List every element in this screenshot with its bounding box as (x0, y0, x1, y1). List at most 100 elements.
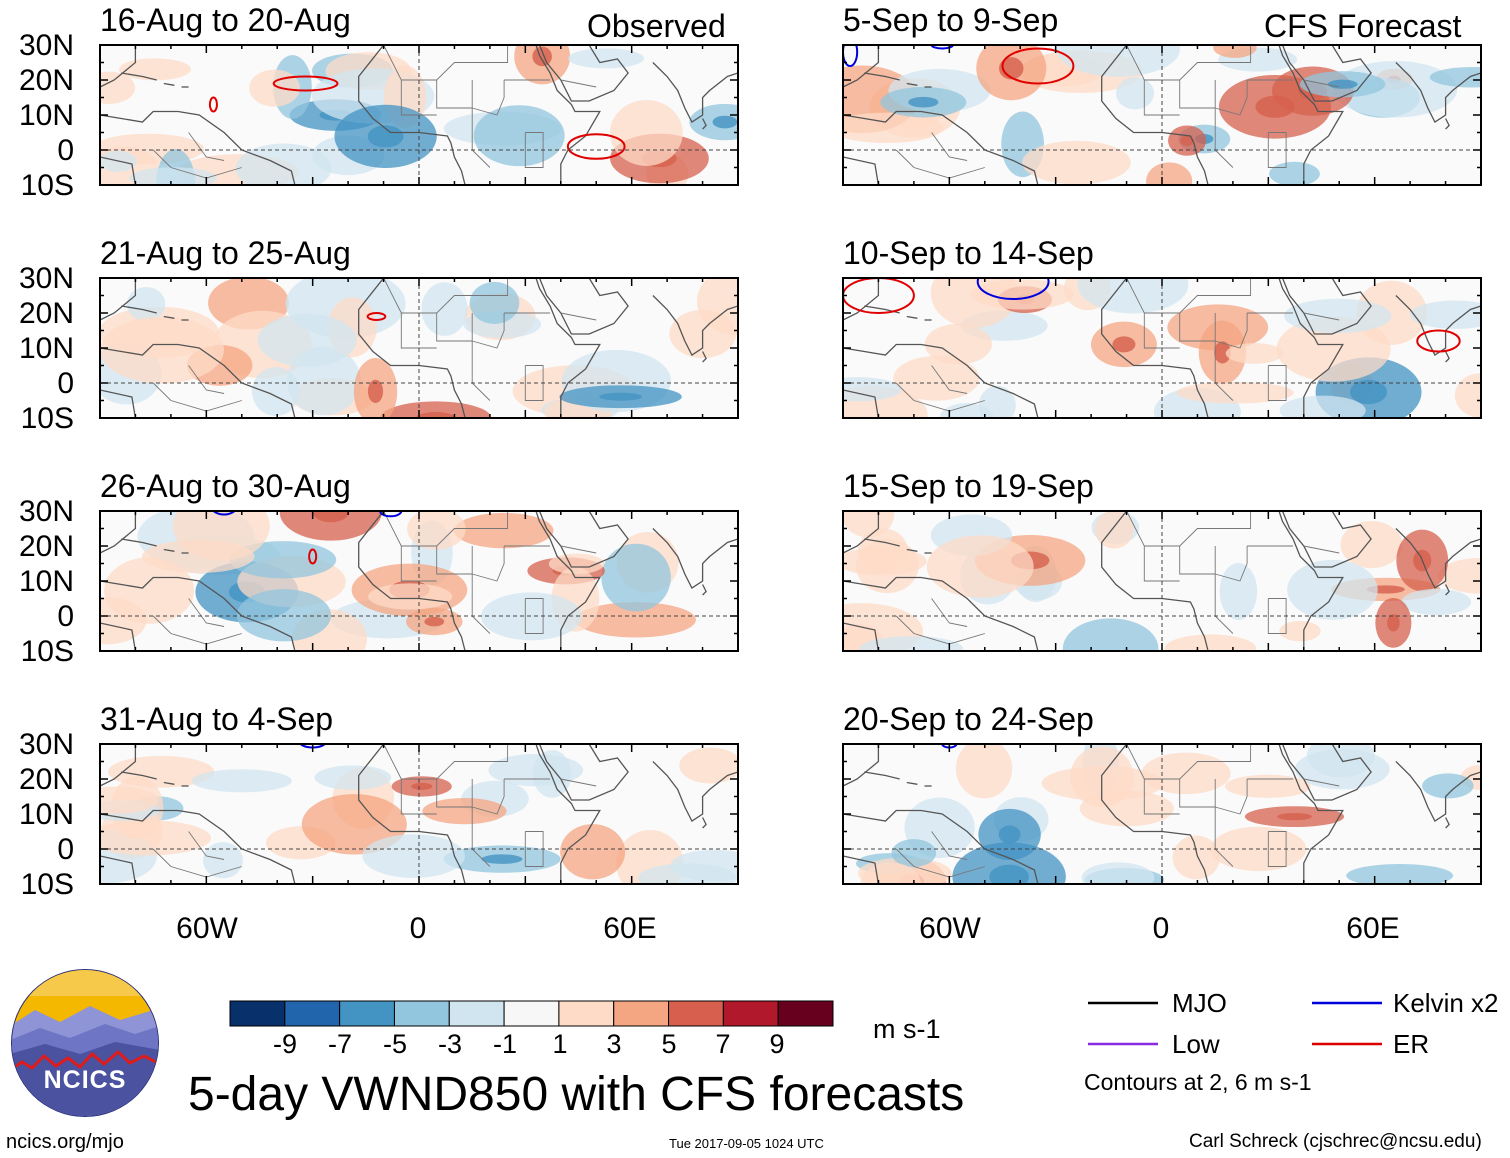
coastline (538, 744, 629, 801)
coastline (358, 278, 466, 418)
country-border (1179, 313, 1216, 342)
coastline (1321, 417, 1324, 418)
observed-panel-2-title: 21-Aug to 25-Aug (100, 235, 351, 271)
coastline (100, 511, 137, 554)
anomaly-blob (893, 356, 980, 401)
colorbar-swatch (722, 1000, 779, 1027)
anomaly-blob (257, 313, 357, 367)
coastline (535, 45, 601, 185)
coastline (1281, 45, 1372, 102)
country-border (524, 132, 544, 168)
map-panel (99, 44, 739, 186)
kelvin-contour (379, 511, 403, 518)
coastline (843, 576, 1039, 651)
colorbar-swatch (613, 1000, 670, 1027)
country-border (188, 132, 225, 161)
er-contour (208, 96, 218, 113)
main-title: 5-day VWND850 with CFS forecasts (188, 1068, 965, 1121)
lat-label-10s: 10S (20, 868, 74, 901)
anomaly-blob (480, 592, 582, 641)
anomaly-blob (924, 323, 992, 365)
coastline (843, 511, 880, 554)
colorbar-label: 1 (552, 1029, 568, 1059)
country-border (400, 779, 437, 815)
anomaly-blob (843, 112, 944, 144)
map-panel (99, 277, 739, 419)
anomaly-blob (1346, 864, 1454, 884)
country-border (1267, 831, 1287, 867)
legend (1088, 1001, 1382, 1046)
er-contour (1001, 47, 1075, 85)
coastline (1101, 278, 1209, 418)
colorbar-swatch (448, 1000, 505, 1027)
anomaly-blob (422, 797, 507, 825)
anomaly-field (843, 744, 1481, 884)
coastline (535, 744, 601, 884)
coastline (652, 62, 738, 123)
anomaly-blob (568, 48, 645, 69)
anomaly-blob (532, 750, 572, 798)
country-border (472, 546, 505, 582)
colorbar-swatch (339, 1000, 395, 1027)
country-border (1179, 80, 1216, 109)
legend-contour-note: Contours at 2, 6 m s-1 (1084, 1069, 1312, 1095)
coastline (538, 278, 629, 335)
anomaly-core (367, 125, 404, 148)
country-border (436, 313, 473, 342)
anomaly-blob (1454, 373, 1481, 418)
footer-credit: Carl Schreck (cjschrec@ncsu.edu) (1189, 1131, 1482, 1152)
country-border (931, 598, 968, 627)
map-panel (99, 510, 739, 652)
observed-panel-3-title: 26-Aug to 30-Aug (100, 468, 351, 504)
coastline (100, 576, 296, 651)
coastline (1278, 744, 1344, 884)
coastline (121, 771, 157, 780)
coastline (652, 295, 738, 356)
anomaly-blob (1287, 559, 1378, 620)
kelvin-contour (976, 278, 1050, 300)
country-border (383, 744, 509, 780)
anomaly-field (843, 511, 1481, 651)
anomaly-blob (191, 769, 292, 793)
anomaly-blob (1269, 161, 1320, 185)
coastline (100, 156, 137, 185)
anomaly-blob (1146, 162, 1193, 185)
coastline (843, 45, 880, 88)
lon-label-60w: 60W (176, 912, 238, 945)
anomaly-blob (118, 58, 191, 81)
anomaly-core (1327, 79, 1358, 89)
country-border (524, 365, 544, 401)
coastline (100, 110, 296, 185)
coastline (1101, 744, 1209, 884)
anomaly-blob (129, 167, 217, 185)
colorbar-label: -7 (327, 1029, 352, 1059)
country-border (400, 546, 437, 582)
anomaly-blob (1279, 620, 1321, 642)
lat-label-30n: 30N (18, 262, 74, 295)
anomaly-blob (141, 539, 255, 574)
anomaly-core (1214, 341, 1231, 364)
coastline (1321, 184, 1324, 185)
coastline (100, 389, 137, 418)
coastline (843, 744, 880, 787)
colorbar-swatch (558, 1000, 615, 1027)
anomaly-core (1387, 614, 1400, 632)
footer-url[interactable]: ncics.org/mjo (6, 1131, 124, 1153)
ncics-logo (11, 969, 159, 1117)
lat-label-10n: 10N (18, 798, 74, 831)
coastline (1445, 584, 1450, 596)
anomaly-blob (1056, 45, 1181, 77)
cfs-forecast-label: CFS Forecast (1264, 8, 1462, 44)
anomaly-blob (843, 377, 902, 402)
country-border (436, 546, 473, 575)
anomaly-core (989, 864, 1029, 884)
country-border (1126, 744, 1252, 780)
coastline (843, 156, 880, 185)
anomaly-blob (843, 547, 927, 576)
country-border (400, 313, 437, 349)
anomaly-blob (251, 366, 300, 417)
anomaly-blob (100, 786, 159, 814)
country-border (188, 831, 225, 860)
country-border (188, 598, 225, 627)
anomaly-core (1180, 135, 1194, 146)
